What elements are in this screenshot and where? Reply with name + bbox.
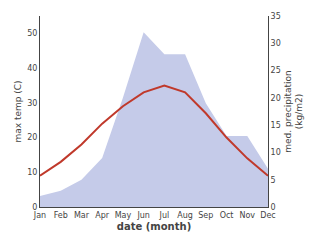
svg-text:Jul: Jul bbox=[159, 211, 170, 220]
svg-text:Sep: Sep bbox=[198, 211, 213, 220]
svg-text:Apr: Apr bbox=[95, 211, 110, 220]
svg-text:10: 10 bbox=[27, 168, 37, 177]
svg-text:30: 30 bbox=[27, 99, 37, 108]
svg-text:Mar: Mar bbox=[74, 211, 90, 220]
svg-text:40: 40 bbox=[27, 64, 37, 73]
svg-text:med. precipitation(kg/m2): med. precipitation(kg/m2) bbox=[283, 70, 305, 152]
svg-text:15: 15 bbox=[271, 121, 281, 130]
svg-text:Jan: Jan bbox=[33, 211, 46, 220]
svg-text:Nov: Nov bbox=[239, 211, 255, 220]
svg-text:5: 5 bbox=[271, 176, 276, 185]
svg-text:25: 25 bbox=[271, 66, 281, 75]
svg-text:Jun: Jun bbox=[136, 211, 150, 220]
svg-text:50: 50 bbox=[27, 29, 37, 38]
svg-text:0: 0 bbox=[32, 203, 37, 212]
svg-text:max temp (C): max temp (C) bbox=[13, 80, 23, 142]
svg-text:30: 30 bbox=[271, 39, 281, 48]
svg-text:Feb: Feb bbox=[54, 211, 68, 220]
svg-text:20: 20 bbox=[271, 94, 281, 103]
svg-text:Oct: Oct bbox=[220, 211, 234, 220]
svg-text:Aug: Aug bbox=[177, 211, 193, 220]
svg-text:10: 10 bbox=[271, 148, 281, 157]
svg-text:May: May bbox=[115, 211, 132, 220]
svg-text:35: 35 bbox=[271, 12, 281, 21]
svg-text:Dec: Dec bbox=[260, 211, 275, 220]
svg-text:20: 20 bbox=[27, 133, 37, 142]
svg-text:date (month): date (month) bbox=[117, 221, 191, 232]
svg-text:0: 0 bbox=[271, 203, 276, 212]
